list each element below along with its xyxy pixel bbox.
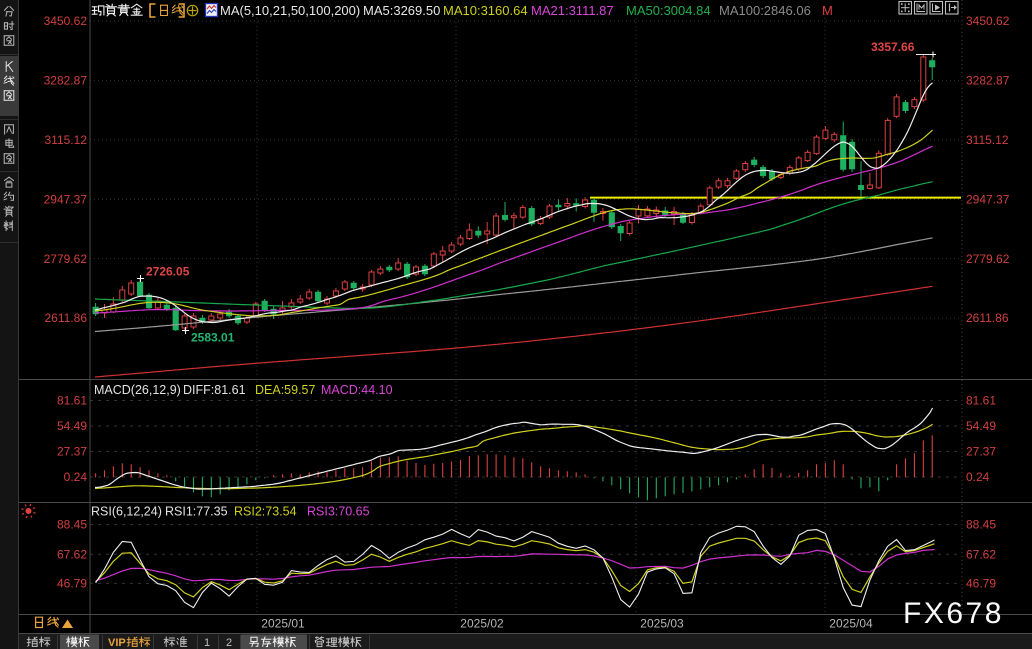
- svg-text:3450.62: 3450.62: [966, 14, 1010, 28]
- svg-text:67.62: 67.62: [966, 548, 996, 562]
- svg-text:2025/02: 2025/02: [460, 617, 504, 631]
- svg-text:2611.86: 2611.86: [45, 311, 88, 325]
- svg-text:0.24: 0.24: [64, 470, 88, 484]
- svg-text:2947.37: 2947.37: [44, 192, 88, 206]
- svg-text:MACD:44.10: MACD:44.10: [321, 383, 393, 397]
- svg-text:3450.62: 3450.62: [44, 14, 88, 28]
- svg-text:88.45: 88.45: [966, 518, 996, 532]
- svg-text:67.62: 67.62: [57, 548, 87, 562]
- svg-text:3357.66: 3357.66: [871, 40, 915, 54]
- svg-text:2611.86: 2611.86: [966, 311, 1009, 325]
- svg-text:3115.12: 3115.12: [966, 133, 1009, 147]
- svg-text:27.37: 27.37: [966, 445, 996, 459]
- svg-text:3115.12: 3115.12: [45, 133, 88, 147]
- svg-text:RSI2:73.54: RSI2:73.54: [234, 505, 297, 519]
- svg-text:1: 1: [204, 637, 210, 649]
- svg-text:81.61: 81.61: [966, 394, 996, 408]
- svg-text:46.79: 46.79: [57, 577, 87, 591]
- svg-text:RSI(6,12,24): RSI(6,12,24): [91, 505, 162, 519]
- svg-text:MA21:3111.87: MA21:3111.87: [531, 3, 614, 18]
- svg-text:0.24: 0.24: [966, 470, 990, 484]
- svg-text:MA10:3160.64: MA10:3160.64: [443, 3, 528, 18]
- svg-text:81.61: 81.61: [57, 394, 87, 408]
- svg-text:VIP: VIP: [108, 637, 126, 649]
- svg-text:2025/04: 2025/04: [829, 617, 873, 631]
- svg-text:MA(5,10,21,50,100,200): MA(5,10,21,50,100,200): [220, 3, 360, 18]
- svg-text:88.45: 88.45: [57, 518, 87, 532]
- svg-text:MA100:2846.06: MA100:2846.06: [719, 3, 811, 18]
- svg-text:2779.62: 2779.62: [966, 252, 1010, 266]
- svg-text:27.37: 27.37: [57, 445, 87, 459]
- svg-text:DEA:59.57: DEA:59.57: [255, 383, 316, 397]
- svg-text:RSI3:70.65: RSI3:70.65: [307, 505, 370, 519]
- svg-text:2947.37: 2947.37: [966, 192, 1010, 206]
- svg-text:46.79: 46.79: [966, 577, 996, 591]
- svg-text:2: 2: [226, 637, 232, 649]
- svg-text:3282.87: 3282.87: [966, 74, 1010, 88]
- svg-text:54.49: 54.49: [966, 419, 996, 433]
- svg-text:54.49: 54.49: [57, 419, 87, 433]
- svg-text:MACD(26,12,9): MACD(26,12,9): [94, 383, 181, 397]
- svg-text:MA5:3269.50: MA5:3269.50: [363, 3, 440, 18]
- svg-text:3282.87: 3282.87: [44, 74, 88, 88]
- svg-text:MA50:3004.84: MA50:3004.84: [626, 3, 711, 18]
- svg-text:2583.01: 2583.01: [191, 331, 235, 345]
- svg-text:DIFF:81.61: DIFF:81.61: [183, 383, 246, 397]
- svg-text:FX678: FX678: [903, 597, 1004, 630]
- svg-text:2025/01: 2025/01: [261, 617, 305, 631]
- svg-text:2779.62: 2779.62: [44, 252, 88, 266]
- svg-text:2025/03: 2025/03: [640, 617, 684, 631]
- svg-text:2726.05: 2726.05: [146, 265, 190, 279]
- svg-text:M: M: [822, 3, 833, 18]
- svg-text:RSI1:77.35: RSI1:77.35: [165, 505, 228, 519]
